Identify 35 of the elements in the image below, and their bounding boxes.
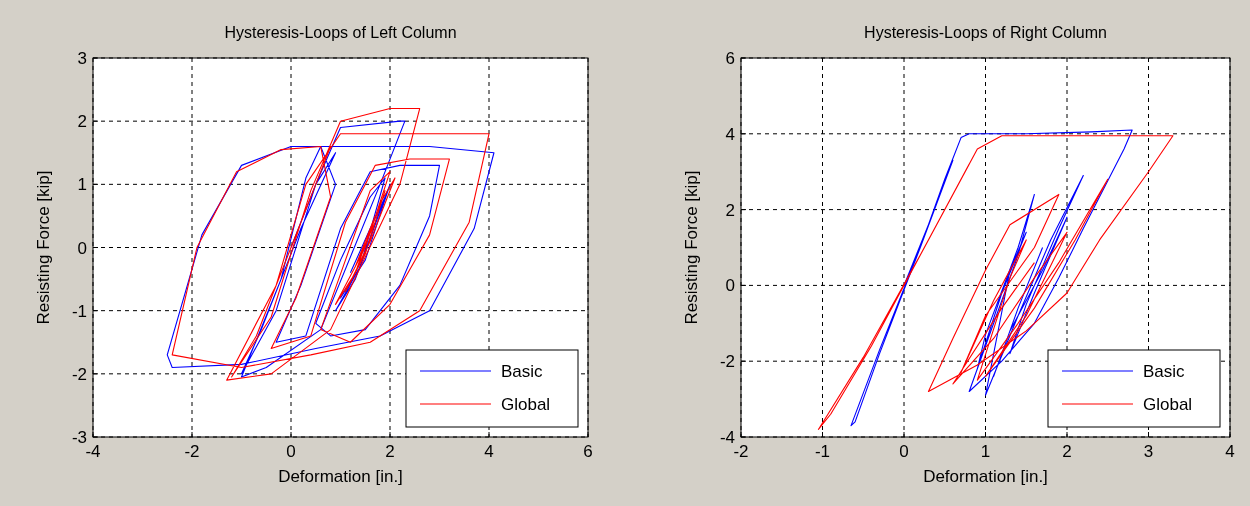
- x-tick-label: -2: [184, 442, 200, 461]
- y-tick-label: -1: [71, 301, 87, 321]
- legend-label: Basic: [1143, 362, 1186, 381]
- y-tick-label: 1: [77, 175, 87, 195]
- x-tick-label: 4: [1225, 442, 1235, 461]
- y-tick-label: -3: [71, 428, 87, 447]
- x-tick-label: 1: [980, 442, 991, 461]
- x-tick-label: 2: [1062, 442, 1072, 461]
- legend-label: Basic: [501, 362, 544, 381]
- y-tick-label: 2: [725, 200, 735, 220]
- x-tick-label: 6: [583, 442, 593, 461]
- chart-title: Hysteresis-Loops of Left Column: [224, 24, 457, 41]
- line-series: [850, 129, 1133, 427]
- y-tick-label: 3: [77, 49, 87, 68]
- x-tick-label: 2: [385, 442, 395, 461]
- x-tick-label: -1: [814, 442, 831, 461]
- legend-label: Global: [501, 395, 551, 414]
- chart-title: Hysteresis-Loops of Right Column: [864, 24, 1107, 41]
- x-tick-label: 3: [1143, 442, 1154, 461]
- y-tick-label: -2: [71, 364, 87, 384]
- y-tick-label: -2: [719, 352, 735, 372]
- y-tick-label: 2: [77, 112, 87, 132]
- legend-label: Global: [1143, 395, 1193, 414]
- y-tick-label: 0: [77, 238, 87, 258]
- y-tick-label: 6: [725, 49, 735, 68]
- y-axis-title: Resisting Force [kip]: [682, 170, 701, 325]
- x-tick-label: 0: [286, 442, 296, 461]
- x-axis-title: Deformation [in.]: [923, 467, 1048, 486]
- x-tick-label: 0: [899, 442, 909, 461]
- y-tick-label: 4: [725, 124, 735, 144]
- x-tick-label: 4: [484, 442, 494, 461]
- y-tick-label: -4: [719, 428, 735, 447]
- x-axis-title: Deformation [in.]: [278, 467, 403, 486]
- y-tick-label: 0: [725, 276, 735, 296]
- y-axis-title: Resisting Force [kip]: [34, 170, 53, 325]
